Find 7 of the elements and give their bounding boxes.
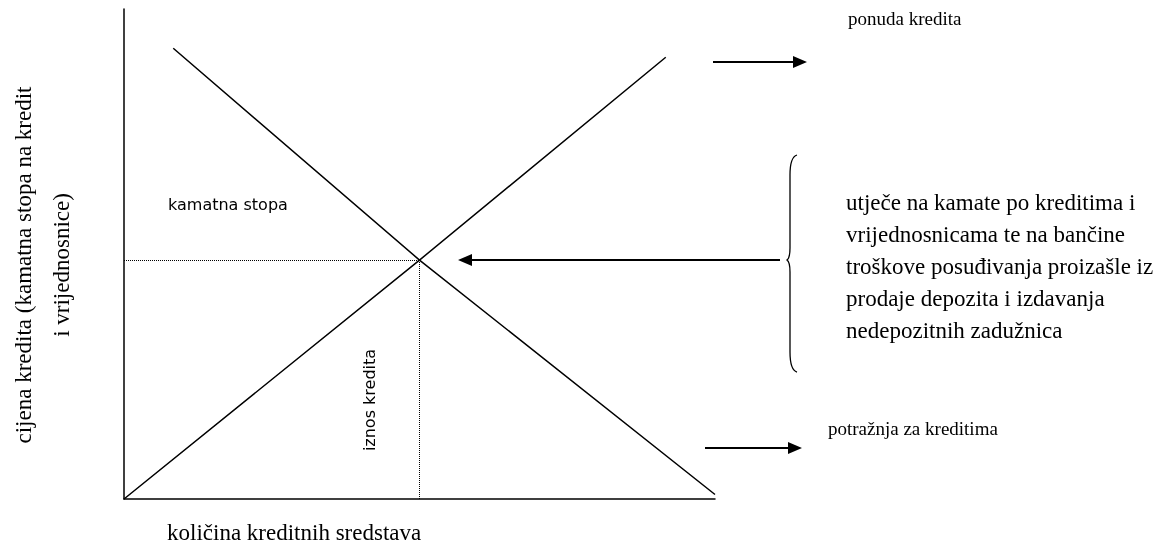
text: iznos kredita — [359, 348, 379, 452]
y-axis-title: cijena kredita (kamatna stopa na kredit i vrijednosnice) — [10, 85, 75, 445]
text: potražnja za kreditima — [828, 418, 998, 440]
x-axis-title: količina kreditnih sredstava — [167, 520, 422, 546]
text: ponuda kredita — [848, 8, 962, 30]
annotation: kamatna stopa — [168, 195, 288, 214]
text: utječe na kamate po kreditima i vrijednosnicama te na bančine troškove posuđivanja proizašle iz prodaje depozita i izdavanja nedepozitnih zadužnica — [846, 189, 1155, 345]
